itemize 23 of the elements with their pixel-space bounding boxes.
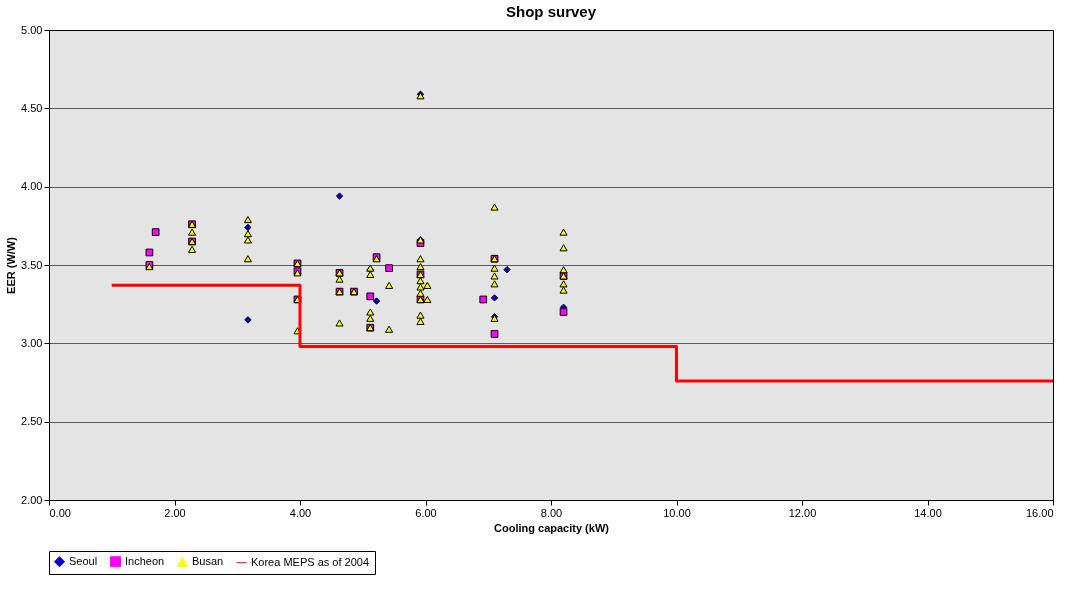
y-tick-label: 4.50 (21, 101, 43, 114)
y-tick-label: 3.50 (21, 258, 43, 271)
x-tick-label: 0.00 (49, 506, 71, 519)
x-axis-title: Cooling capacity (kW) (494, 521, 610, 534)
chart-title: Shop survey (505, 3, 597, 20)
legend-label: Busan (192, 555, 224, 568)
legend-label: Korea MEPS as of 2004 (251, 555, 370, 568)
x-tick-label: 2.00 (164, 506, 186, 519)
y-tick-label: 2.50 (21, 415, 43, 428)
y-tick-label: 2.00 (21, 493, 43, 506)
x-tick-label: 14.00 (914, 506, 942, 519)
y-tick-label: 3.00 (21, 336, 43, 349)
x-tick-label: 16.00 (1025, 506, 1054, 519)
x-tick-label: 4.00 (289, 506, 312, 519)
y-axis-title: EER (W/W) (5, 236, 18, 294)
x-tick-label: 6.00 (415, 506, 437, 519)
y-tick-label: 5.00 (21, 23, 43, 36)
legend-label: Seoul (69, 554, 98, 567)
y-tick-label: 4.00 (21, 180, 43, 193)
legend-label: Incheon (125, 554, 165, 567)
x-tick-label: 12.00 (788, 506, 817, 519)
x-tick-label: 8.00 (540, 506, 563, 519)
x-tick-label: 10.00 (663, 506, 691, 519)
